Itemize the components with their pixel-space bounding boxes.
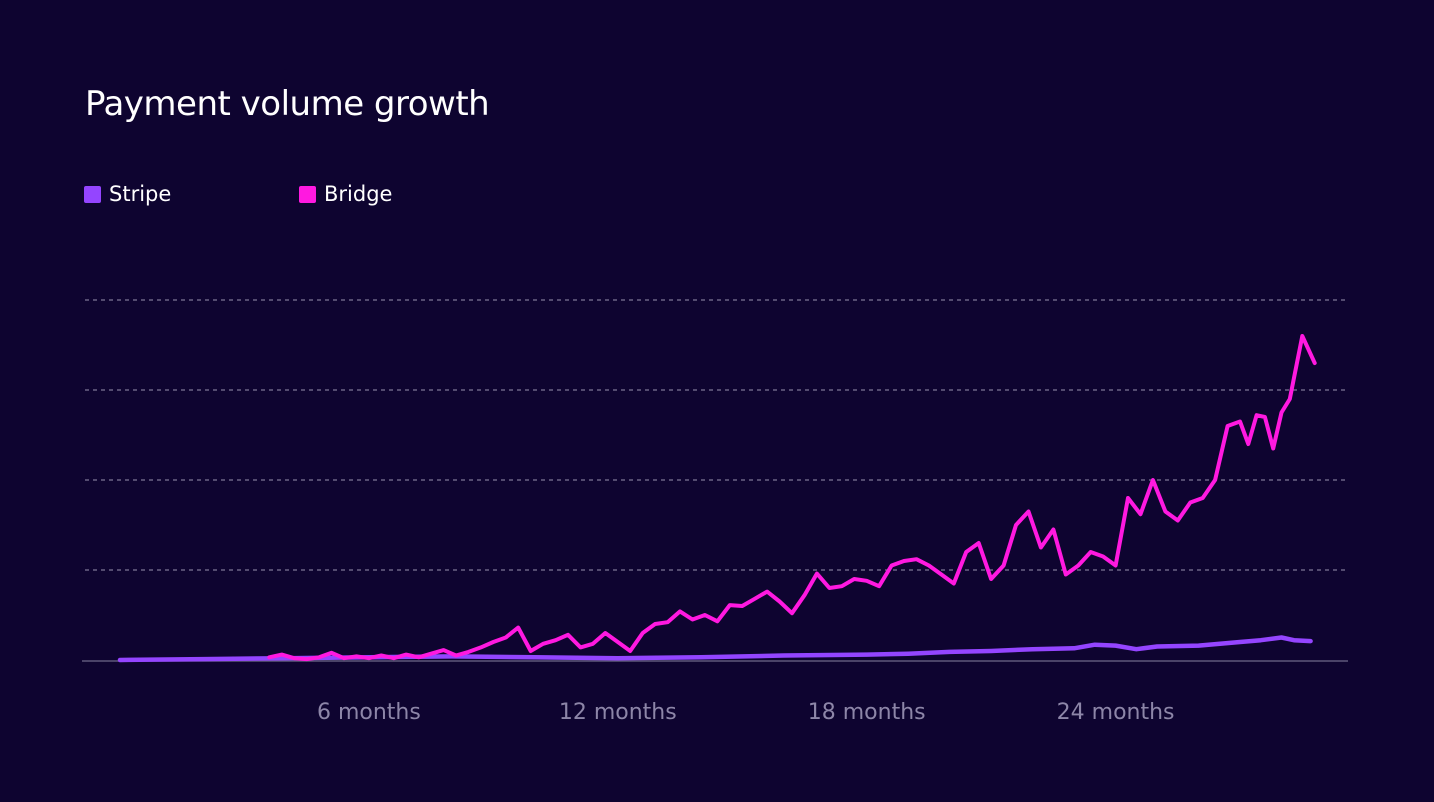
- legend-label-stripe: Stripe: [109, 182, 172, 206]
- legend-swatch-stripe: [84, 185, 101, 203]
- x-tick-label: 12 months: [559, 700, 677, 725]
- x-tick-label: 18 months: [808, 700, 926, 725]
- x-tick-label: 6 months: [317, 700, 421, 725]
- legend-item-bridge[interactable]: Bridge: [299, 182, 392, 206]
- legend-label-bridge: Bridge: [324, 182, 393, 206]
- series-line-bridge: [267, 334, 1317, 662]
- legend-item-stripe[interactable]: Stripe: [84, 182, 171, 206]
- series-line-stripe: [117, 635, 1313, 663]
- legend-swatch-bridge: [299, 185, 316, 203]
- x-tick-label: 24 months: [1057, 700, 1175, 725]
- chart-title: Payment volume growth: [85, 84, 490, 124]
